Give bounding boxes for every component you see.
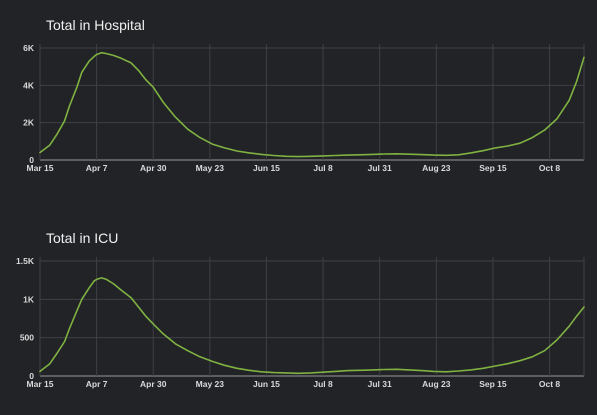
hospital-x-tick-label: Aug 23 <box>422 163 451 173</box>
hospital-y-tick-label: 4K <box>23 80 35 90</box>
icu-y-tick-label: 0 <box>29 371 34 381</box>
icu-series-line <box>39 277 585 375</box>
icu-x-tick-label: Jul 8 <box>313 379 333 389</box>
icu-x-tick-label: Mar 15 <box>27 379 54 389</box>
hospital-x-tick-label: Apr 7 <box>86 163 108 173</box>
icu-x-tick-label: May 23 <box>196 379 225 389</box>
hospital-x-tick-label: Apr 30 <box>140 163 167 173</box>
icu-x-tick-label: Apr 7 <box>86 379 108 389</box>
hospital-chart-panel: Total in Hospital <box>0 0 597 200</box>
icu-x-tick-label: Oct 8 <box>539 379 561 389</box>
hospital-x-tick-label: Oct 8 <box>539 163 561 173</box>
hospital-x-tick-label: Jul 31 <box>368 163 392 173</box>
icu-x-tick-label: Sep 15 <box>479 379 507 389</box>
hospital-series-line <box>39 51 585 158</box>
icu-y-tick-label: 1K <box>23 294 35 304</box>
hospital-y-tick-label: 2K <box>23 118 35 128</box>
hospital-y-tick-label: 6K <box>23 43 35 53</box>
hospital-x-tick-label: May 23 <box>196 163 225 173</box>
hospital-chart-title: Total in Hospital <box>46 17 145 33</box>
icu-y-tick-label: 500 <box>20 333 34 343</box>
icu-x-tick-label: Jul 31 <box>368 379 392 389</box>
icu-x-tick-label: Apr 30 <box>140 379 167 389</box>
hospital-x-tick-label: Sep 15 <box>479 163 507 173</box>
icu-x-tick-label: Aug 23 <box>422 379 451 389</box>
icu-y-tick-label: 1.5K <box>16 256 35 266</box>
icu-x-tick-label: Jun 15 <box>253 379 280 389</box>
hospital-y-tick-label: 0 <box>29 155 34 165</box>
hospital-x-tick-label: Mar 15 <box>27 163 54 173</box>
hospital-x-tick-label: Jun 15 <box>253 163 280 173</box>
icu-chart-panel: Total in ICU <box>0 220 597 415</box>
icu-chart-title: Total in ICU <box>46 230 119 246</box>
hospital-x-tick-label: Jul 8 <box>313 163 333 173</box>
hospital-chart: 0 2K 4K 6K Mar 15 Apr 7 Apr 30 May 23 Jun 15 Jul … <box>23 43 585 173</box>
